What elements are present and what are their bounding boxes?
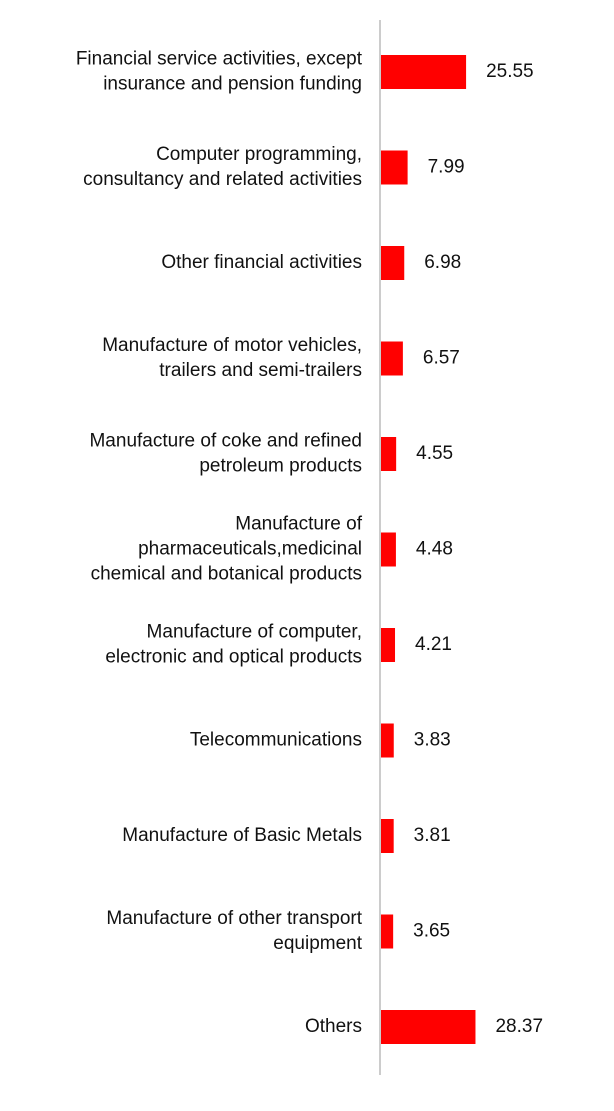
- bar: [381, 914, 394, 949]
- bar: [381, 341, 403, 376]
- category-label: Manufacture of motor vehicles, trailers a…: [102, 335, 362, 381]
- category-label: Financial service activities, except insu…: [76, 49, 363, 95]
- category-label: Others: [305, 1016, 362, 1037]
- category-label: Manufacture of coke and refined petroleum…: [89, 431, 362, 477]
- value-label: 7.99: [428, 157, 465, 178]
- bar: [381, 437, 397, 471]
- category-label: Telecommunications: [190, 730, 362, 751]
- bar: [381, 532, 396, 567]
- value-label: 4.21: [415, 634, 452, 655]
- bar: [381, 150, 408, 185]
- category-label: Other financial activities: [161, 252, 362, 273]
- value-label: 6.98: [424, 252, 461, 273]
- value-label: 3.65: [413, 921, 450, 942]
- bar: [381, 246, 405, 280]
- bar: [381, 628, 396, 662]
- category-label: Manufacture of pharmaceuticals,medicinal c…: [91, 514, 363, 585]
- category-label: Manufacture of Basic Metals: [122, 825, 362, 846]
- category-label: Computer programming, consultancy and rel…: [83, 144, 362, 190]
- value-label: 6.57: [423, 348, 460, 369]
- value-label: 28.37: [495, 1016, 543, 1037]
- value-label: 3.81: [414, 825, 451, 846]
- value-label: 4.55: [416, 443, 453, 464]
- value-label: 25.55: [486, 61, 534, 82]
- value-label: 3.83: [414, 730, 451, 751]
- bar: [381, 55, 467, 89]
- category-label: Manufacture of computer, electronic and o…: [105, 622, 362, 668]
- value-label: 4.48: [416, 539, 453, 560]
- bar: [381, 1010, 476, 1044]
- category-label: Manufacture of other transport equipment: [106, 908, 362, 954]
- bar: [381, 723, 394, 758]
- bar: [381, 819, 394, 853]
